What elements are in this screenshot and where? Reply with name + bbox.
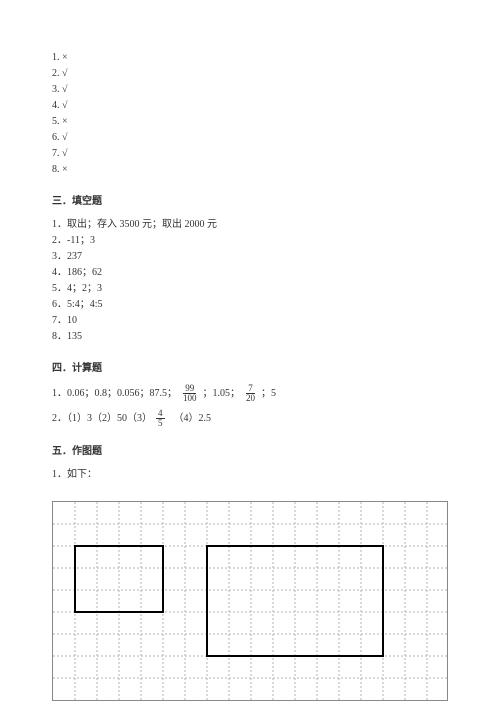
calc-text: ；5 bbox=[261, 386, 276, 402]
section-5-heading: 五．作图题 bbox=[52, 442, 448, 457]
tf-answer-item: 3. √ bbox=[52, 82, 448, 98]
fill-answer-item: 2．-11；3 bbox=[52, 233, 448, 249]
fraction: 4 5 bbox=[156, 409, 165, 428]
fill-answer-item: 5．4；2；3 bbox=[52, 281, 448, 297]
fill-answer-item: 6．5:4；4:5 bbox=[52, 297, 448, 313]
calc-text: 2．（1）3（2）50（3） bbox=[52, 411, 152, 427]
tf-answer-item: 4. √ bbox=[52, 98, 448, 114]
fraction-denominator: 5 bbox=[156, 419, 165, 428]
tf-answer-item: 8. × bbox=[52, 162, 448, 178]
fraction: 7 20 bbox=[244, 384, 257, 403]
fill-answer-item: 1．取出；存入 3500 元；取出 2000 元 bbox=[52, 217, 448, 233]
section-4-heading: 四．计算题 bbox=[52, 359, 448, 374]
tf-answer-item: 7. √ bbox=[52, 146, 448, 162]
grid-svg bbox=[53, 502, 449, 700]
drawing-intro: 1．如下： bbox=[52, 467, 448, 483]
fill-answer-item: 3．237 bbox=[52, 249, 448, 265]
fill-answer-item: 4．186；62 bbox=[52, 265, 448, 281]
tf-answer-item: 5. × bbox=[52, 114, 448, 130]
calc-text: ；1.05； bbox=[203, 386, 241, 402]
fraction-denominator: 20 bbox=[244, 394, 257, 403]
calc-line-1: 1．0.06；0.8；0.056；87.5； 99 100 ；1.05； 7 2… bbox=[52, 384, 448, 403]
calc-line-2: 2．（1）3（2）50（3） 4 5 （4）2.5 bbox=[52, 409, 448, 428]
tf-answer-item: 6. √ bbox=[52, 130, 448, 146]
fraction-denominator: 100 bbox=[181, 394, 199, 403]
fill-answer-item: 7．10 bbox=[52, 313, 448, 329]
tf-answer-item: 2. √ bbox=[52, 66, 448, 82]
section-3-heading: 三．填空题 bbox=[52, 192, 448, 207]
calc-text: （4）2.5 bbox=[169, 411, 212, 427]
grid-figure bbox=[52, 501, 448, 701]
fraction: 99 100 bbox=[181, 384, 199, 403]
fill-answer-item: 8．135 bbox=[52, 329, 448, 345]
calc-text: 1．0.06；0.8；0.056；87.5； bbox=[52, 386, 177, 402]
tf-answer-item: 1. × bbox=[52, 50, 448, 66]
